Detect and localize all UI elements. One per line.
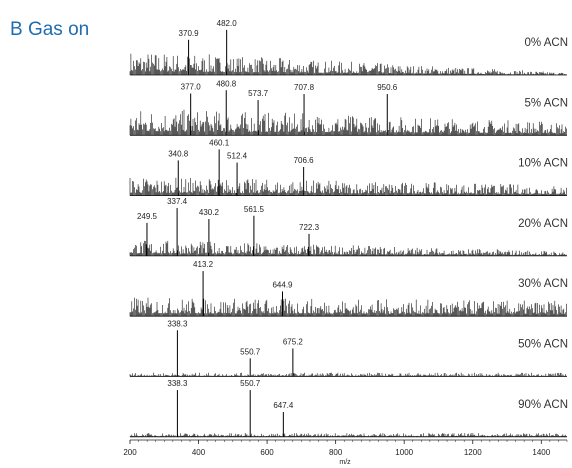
spectrum-texture — [129, 109, 567, 136]
spectrum-texture — [129, 297, 567, 317]
spectrum-panel: 20% ACN 249.5 337.4 430.2 561.5 722.3 — [129, 197, 568, 257]
peak-label: 430.2 — [199, 208, 220, 217]
spectrum-texture — [129, 53, 567, 75]
x-axis-label: m/z — [339, 459, 351, 466]
spectrum-texture — [129, 240, 567, 256]
x-tick-label: 1200 — [464, 448, 482, 457]
panel-label: 5% ACN — [525, 97, 568, 109]
spectrum-panel: 30% ACN 413.2 644.9 — [129, 260, 568, 317]
spectrum-panel: 50% ACN 338.3 550.7 675.2 — [129, 319, 568, 377]
peak-label: 675.2 — [283, 338, 304, 347]
peak-label: 512.4 — [227, 152, 248, 161]
spectrum-panel: 0% ACN 370.9 482.0 — [129, 19, 568, 76]
x-tick-label: 1000 — [395, 448, 413, 457]
peak-label: 722.3 — [299, 223, 320, 232]
panel-label: 20% ACN — [518, 218, 568, 230]
spectrum-texture — [129, 433, 567, 437]
panel-label: 10% ACN — [518, 158, 568, 170]
panel-label: 90% ACN — [518, 399, 568, 411]
panel-label: 0% ACN — [525, 37, 568, 49]
spectrum-panel: 10% ACN 340.8 460.1 512.4 706.6 — [129, 139, 568, 197]
peak-label: 413.2 — [193, 260, 214, 269]
peak-label: 370.9 — [179, 29, 200, 38]
peak-label: 377.0 — [181, 83, 202, 92]
peak-label: 647.4 — [273, 401, 294, 410]
spectrum-panel: 90% ACN 338.3 550.7 647.4 — [129, 379, 568, 438]
peak-label: 460.1 — [209, 139, 230, 148]
peak-label: 706.6 — [294, 156, 315, 165]
peak-label: 644.9 — [272, 281, 293, 290]
x-tick-label: 800 — [329, 448, 343, 457]
spectrum-texture — [129, 177, 567, 196]
x-tick-label: 1400 — [532, 448, 550, 457]
panel-label: 50% ACN — [518, 339, 568, 351]
peak-label: 550.7 — [240, 379, 261, 388]
x-tick-label: 600 — [260, 448, 274, 457]
peak-label: 340.8 — [168, 150, 189, 159]
spectrum-panel: 5% ACN 377.0 480.8 573.7 707.8 950.6 — [129, 79, 568, 136]
x-tick-label: 200 — [123, 448, 137, 457]
x-tick-label: 400 — [192, 448, 206, 457]
peak-label: 249.5 — [137, 212, 158, 221]
spectrum-texture — [129, 372, 567, 377]
panel-label: 30% ACN — [518, 278, 568, 290]
chart-title: B Gas on — [10, 19, 89, 40]
peak-label: 561.5 — [244, 205, 265, 214]
peak-label: 707.8 — [294, 83, 315, 92]
peak-label: 480.8 — [216, 79, 237, 88]
peak-label: 573.7 — [248, 89, 269, 98]
peak-label: 337.4 — [167, 197, 188, 206]
peak-label: 950.6 — [377, 83, 398, 92]
peak-label: 338.3 — [167, 379, 188, 388]
peak-label: 550.7 — [240, 347, 261, 356]
peak-label: 482.0 — [217, 19, 238, 28]
peak-label: 338.3 — [167, 319, 188, 328]
